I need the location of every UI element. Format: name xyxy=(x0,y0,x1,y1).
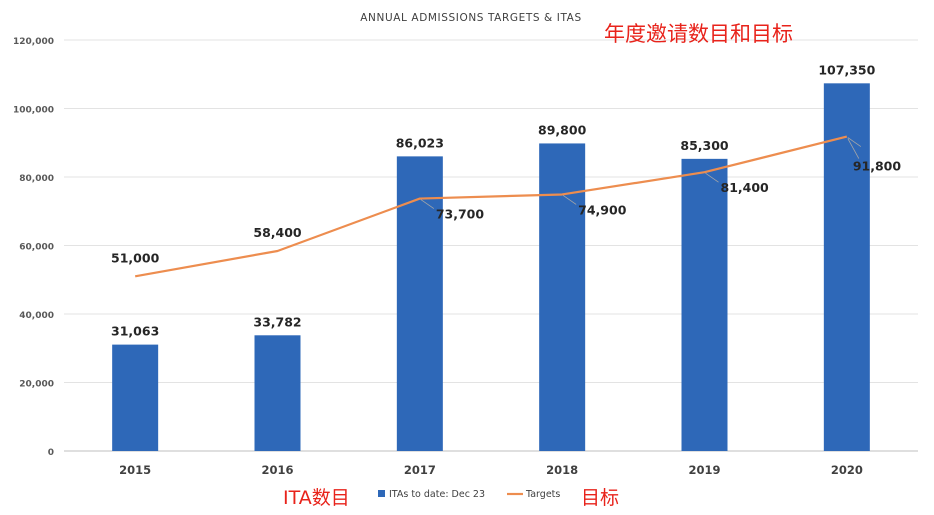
y-tick-label: 0 xyxy=(48,448,54,458)
x-tick-label: 2016 xyxy=(261,463,293,477)
legend-label-targets: Targets xyxy=(525,489,560,500)
grid-layer xyxy=(64,39,918,452)
bar-data-label: 86,023 xyxy=(396,135,444,150)
bar-data-label: 33,782 xyxy=(253,314,301,329)
annotation-bottom-right: 目标 xyxy=(581,487,620,509)
bar-data-label: 31,063 xyxy=(111,324,159,339)
y-tick-label: 120,000 xyxy=(13,37,54,47)
bar xyxy=(112,344,159,451)
x-tick-label: 2017 xyxy=(404,463,436,477)
axis-layer: 0 20,000 40,000 60,000 80,000 100,000 120,000 2… xyxy=(13,37,863,477)
x-tick-label: 2020 xyxy=(831,463,863,477)
bar-data-label: 107,350 xyxy=(818,62,875,77)
bar-layer xyxy=(112,83,870,452)
bar-data-label: 89,800 xyxy=(538,122,587,137)
annotation-top-right: 年度邀请数目和目标 xyxy=(604,22,793,46)
target-data-label: 81,400 xyxy=(721,180,770,195)
x-tick-label: 2018 xyxy=(546,463,578,477)
target-data-label: 74,900 xyxy=(578,202,627,217)
bar xyxy=(396,156,443,452)
legend-swatch-itas xyxy=(378,490,385,497)
target-data-label: 51,000 xyxy=(111,250,160,265)
chart-title: ANNUAL ADMISSIONS TARGETS & ITAS xyxy=(360,12,581,24)
bar xyxy=(681,158,728,451)
y-tick-label: 60,000 xyxy=(19,243,54,253)
y-tick-label: 80,000 xyxy=(19,174,54,184)
bar xyxy=(539,143,586,451)
y-tick-label: 20,000 xyxy=(19,380,54,390)
bar-data-label: 85,300 xyxy=(680,138,729,153)
leader-line xyxy=(562,195,577,205)
leader-line xyxy=(847,137,862,147)
bar xyxy=(254,335,301,451)
y-tick-label: 40,000 xyxy=(19,311,54,321)
y-tick-label: 100,000 xyxy=(13,106,54,116)
target-data-label: 91,800 xyxy=(853,159,902,174)
label-layer: 31,063 33,782 86,023 89,800 85,300 107,350 51,… xyxy=(111,62,901,338)
target-line xyxy=(134,135,848,278)
x-tick-label: 2019 xyxy=(688,463,720,477)
legend-label-itas: ITAs to date: Dec 23 xyxy=(389,489,485,500)
target-data-label: 58,400 xyxy=(253,225,302,240)
line-layer xyxy=(134,135,848,278)
legend: ITAs to date: Dec 23 Targets xyxy=(378,489,560,500)
annotation-bottom-left: ITA数目 xyxy=(283,487,350,509)
x-tick-label: 2015 xyxy=(119,463,151,477)
leader-line xyxy=(847,138,860,159)
leader-line xyxy=(420,199,435,209)
leader-line xyxy=(705,172,719,183)
bar xyxy=(823,83,870,452)
target-data-label: 73,700 xyxy=(436,207,485,222)
